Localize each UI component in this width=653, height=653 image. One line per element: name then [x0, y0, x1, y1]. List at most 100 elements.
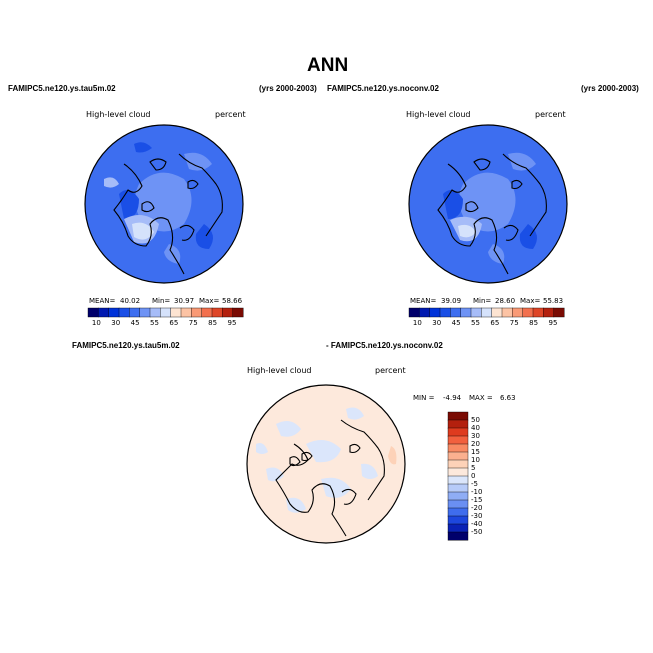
right-years: (yrs 2000-2003)	[581, 84, 639, 93]
colorbar-swatch	[108, 307, 120, 318]
colorbar-swatch	[447, 475, 469, 485]
colorbar-tick-label: 65	[169, 319, 179, 327]
difference-polar-map	[246, 384, 406, 544]
colorbar-swatch	[191, 307, 203, 318]
colorbar-swatch	[470, 307, 482, 318]
colorbar-swatch	[447, 451, 469, 461]
left-colorbar	[87, 307, 244, 318]
colorbar-tick-label: 10	[91, 319, 101, 327]
left-colorbar-labels: 10 30 45 55 65 75 85 95	[88, 319, 243, 329]
colorbar-swatch	[450, 307, 462, 318]
colorbar-tick-label: 45	[451, 319, 461, 327]
colorbar-tick-label: -20	[471, 504, 483, 512]
left-units-label: percent	[215, 110, 246, 119]
colorbar-tick-label: 30	[432, 319, 442, 327]
colorbar-tick-label: -40	[471, 520, 483, 528]
colorbar-swatch	[170, 307, 182, 318]
colorbar-tick-label: 10	[412, 319, 422, 327]
colorbar-tick-label: 95	[548, 319, 558, 327]
colorbar-tick-label: 50	[471, 416, 480, 424]
colorbar-tick-label: 75	[509, 319, 519, 327]
diff-max-value: 6.63	[500, 394, 516, 402]
right-colorbar-labels: 10 30 45 55 65 75 85 95	[409, 319, 564, 329]
colorbar-swatch	[447, 419, 469, 429]
colorbar-swatch	[222, 307, 234, 318]
colorbar-tick-label: 20	[471, 440, 480, 448]
colorbar-swatch	[447, 411, 469, 421]
right-min-label: Min=	[473, 297, 492, 305]
left-years: (yrs 2000-2003)	[259, 84, 317, 93]
right-variable-label: High-level cloud	[406, 110, 471, 119]
difference-colorbar-labels: 50 40 30 20 15 10 5 0 -5 -10 -15 -20 -30 -40 -50	[471, 412, 501, 540]
left-case-name: FAMIPC5.ne120.ys.tau5m.02	[8, 84, 116, 93]
colorbar-swatch	[129, 307, 141, 318]
colorbar-tick-label: -5	[471, 480, 478, 488]
diff-units-label: percent	[375, 366, 406, 375]
colorbar-swatch	[439, 307, 451, 318]
colorbar-swatch	[160, 307, 172, 318]
left-mean-label: MEAN=	[89, 297, 116, 305]
left-variable-label: High-level cloud	[86, 110, 151, 119]
right-max-label: Max=	[520, 297, 541, 305]
colorbar-swatch	[201, 307, 213, 318]
colorbar-tick-label: 0	[471, 472, 476, 480]
colorbar-swatch	[501, 307, 513, 318]
colorbar-swatch	[447, 499, 469, 509]
right-mean-value: 39.09	[441, 297, 462, 305]
colorbar-swatch	[512, 307, 524, 318]
colorbar-tick-label: 55	[471, 319, 480, 327]
colorbar-swatch	[532, 307, 544, 318]
right-mean-label: MEAN=	[410, 297, 437, 305]
colorbar-tick-label: 10	[471, 456, 480, 464]
right-case-name: FAMIPC5.ne120.ys.noconv.02	[327, 84, 439, 93]
colorbar-swatch	[87, 307, 99, 318]
colorbar-tick-label: 45	[130, 319, 140, 327]
colorbar-tick-label: 85	[208, 319, 218, 327]
colorbar-swatch	[491, 307, 503, 318]
colorbar-tick-label: 5	[471, 464, 476, 472]
colorbar-swatch	[553, 307, 565, 318]
right-polar-map	[408, 124, 568, 284]
colorbar-swatch	[447, 427, 469, 437]
left-polar-map	[84, 124, 244, 284]
colorbar-tick-label: -10	[471, 488, 483, 496]
left-max-value: 58.66	[222, 297, 243, 305]
right-max-value: 55.83	[543, 297, 564, 305]
left-mean-value: 40.02	[120, 297, 141, 305]
colorbar-swatch	[408, 307, 420, 318]
right-colorbar	[408, 307, 565, 318]
colorbar-swatch	[447, 459, 469, 469]
colorbar-tick-label: -15	[471, 496, 483, 504]
colorbar-tick-label: 55	[150, 319, 159, 327]
colorbar-swatch	[543, 307, 555, 318]
colorbar-swatch	[232, 307, 244, 318]
right-units-label: percent	[535, 110, 566, 119]
colorbar-swatch	[180, 307, 192, 318]
colorbar-swatch	[447, 507, 469, 517]
colorbar-tick-label: 85	[529, 319, 539, 327]
colorbar-tick-label: -30	[471, 512, 483, 520]
colorbar-swatch	[211, 307, 223, 318]
difference-colorbar	[447, 411, 469, 541]
colorbar-tick-label: 15	[471, 448, 480, 456]
colorbar-tick-label: 95	[227, 319, 237, 327]
colorbar-swatch	[522, 307, 534, 318]
colorbar-tick-label: 75	[188, 319, 198, 327]
colorbar-tick-label: 30	[471, 432, 480, 440]
colorbar-swatch	[460, 307, 472, 318]
colorbar-swatch	[481, 307, 493, 318]
colorbar-swatch	[447, 491, 469, 501]
colorbar-tick-label: 40	[471, 424, 480, 432]
colorbar-tick-label: 30	[111, 319, 121, 327]
colorbar-swatch	[447, 483, 469, 493]
diff-max-label: MAX =	[469, 394, 493, 402]
colorbar-swatch	[98, 307, 110, 318]
colorbar-swatch	[429, 307, 441, 318]
colorbar-swatch	[118, 307, 130, 318]
left-min-value: 30.97	[174, 297, 195, 305]
colorbar-tick-label: -50	[471, 528, 483, 536]
diff-min-label: MIN =	[413, 394, 435, 402]
colorbar-swatch	[419, 307, 431, 318]
colorbar-swatch	[139, 307, 151, 318]
diff-left-case: FAMIPC5.ne120.ys.tau5m.02	[72, 341, 180, 350]
